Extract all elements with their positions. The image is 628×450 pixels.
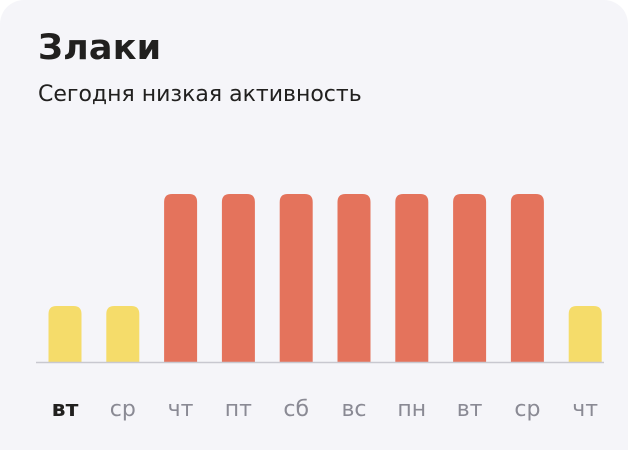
chart-bar-9 [568,306,602,362]
day-label-1: ср [110,397,136,422]
day-label-2: чт [168,397,194,422]
card-subtitle: Сегодня низкая активность [38,82,362,107]
day-label-0: вт [52,397,79,422]
day-label-4: сб [283,397,309,422]
chart-bar-0 [48,306,82,362]
chart-bar-7 [453,194,487,362]
day-label-7: вт [457,397,483,422]
chart-bar-2 [164,194,198,362]
chart-bar-1 [106,306,140,362]
chart-bar-4 [279,194,313,362]
day-label-5: вс [341,397,366,422]
card-title: Злаки [38,28,162,68]
chart-bar-3 [221,194,255,362]
chart-bar-8 [510,194,544,362]
day-label-3: пт [225,397,252,422]
day-label-6: пн [397,397,426,422]
chart-bar-5 [337,194,371,362]
day-label-8: ср [514,397,540,422]
chart-bar-6 [395,194,429,362]
day-label-9: чт [572,397,598,422]
